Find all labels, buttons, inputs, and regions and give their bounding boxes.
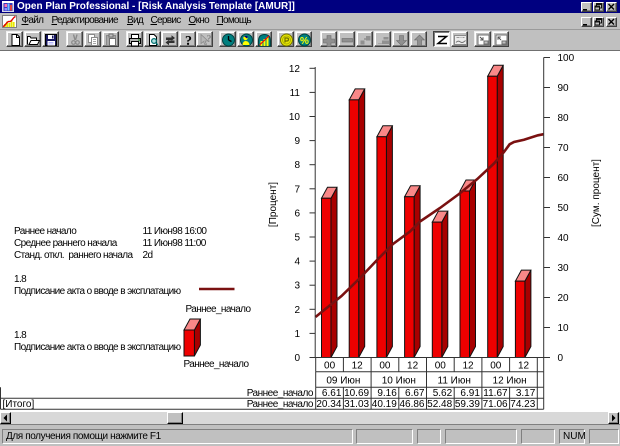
- svg-text:5.62: 5.62: [433, 388, 453, 399]
- svg-text:10 Июн: 10 Июн: [382, 375, 416, 386]
- svg-text:50: 50: [558, 203, 570, 214]
- svg-text:6.61: 6.61: [322, 388, 342, 399]
- svg-text:5: 5: [294, 233, 300, 244]
- svg-text:10: 10: [289, 112, 301, 123]
- svg-text:30: 30: [558, 263, 570, 274]
- svg-text:70: 70: [558, 143, 570, 154]
- svg-text:90: 90: [558, 83, 570, 94]
- svg-text:3: 3: [294, 281, 300, 292]
- svg-text:[Сум. процент]: [Сум. процент]: [591, 159, 602, 227]
- svg-text:00: 00: [435, 360, 447, 371]
- svg-text:46.86: 46.86: [399, 399, 424, 410]
- svg-text:4: 4: [294, 257, 300, 268]
- svg-text:7: 7: [294, 184, 300, 195]
- svg-text:10.69: 10.69: [344, 388, 369, 399]
- svg-text:9: 9: [294, 136, 300, 147]
- svg-text:3.17: 3.17: [516, 388, 536, 399]
- svg-text:40.19: 40.19: [372, 399, 397, 410]
- svg-text:?: ?: [207, 34, 212, 45]
- svg-text:11.67: 11.67: [483, 388, 508, 399]
- svg-text:6.91: 6.91: [460, 388, 480, 399]
- svg-text:12 Июн: 12 Июн: [493, 375, 527, 386]
- svg-text:%: %: [300, 36, 309, 47]
- svg-text:60: 60: [558, 173, 570, 184]
- svg-text:12: 12: [407, 360, 419, 371]
- svg-text:1: 1: [294, 329, 300, 340]
- svg-text:80: 80: [558, 113, 570, 124]
- svg-text:40: 40: [558, 233, 570, 244]
- svg-text:100: 100: [558, 53, 575, 64]
- svg-text:11: 11: [290, 88, 301, 99]
- svg-text:31.03: 31.03: [344, 399, 369, 410]
- svg-text:8: 8: [294, 160, 300, 171]
- svg-text:0: 0: [558, 353, 564, 364]
- svg-text:09 Июн: 09 Июн: [326, 375, 360, 386]
- svg-text:6.67: 6.67: [405, 388, 425, 399]
- svg-text:11 Июн: 11 Июн: [438, 375, 471, 386]
- svg-text:71.06: 71.06: [483, 399, 508, 410]
- svg-text:20.34: 20.34: [316, 399, 341, 410]
- svg-text:12: 12: [518, 360, 530, 371]
- svg-text:52.48: 52.48: [427, 399, 452, 410]
- svg-text:12: 12: [462, 360, 474, 371]
- svg-text:10: 10: [558, 323, 570, 334]
- svg-text:59.39: 59.39: [455, 399, 480, 410]
- svg-text:20: 20: [558, 293, 570, 304]
- svg-text:12: 12: [289, 64, 301, 75]
- svg-text:12: 12: [352, 360, 364, 371]
- svg-text:9.16: 9.16: [377, 388, 397, 399]
- svg-text:Раннее_начало: Раннее_начало: [247, 388, 314, 399]
- svg-text:?: ?: [185, 34, 192, 47]
- svg-text:6: 6: [294, 208, 300, 219]
- svg-text:[Процент]: [Процент]: [268, 182, 279, 227]
- svg-text:Раннее_начало: Раннее_начало: [247, 399, 314, 410]
- svg-text:0: 0: [294, 353, 300, 364]
- svg-text:2: 2: [294, 305, 300, 316]
- svg-text:[Итого]: [Итого]: [3, 399, 35, 410]
- svg-text:00: 00: [324, 360, 336, 371]
- svg-text:00: 00: [490, 360, 502, 371]
- svg-text:74.23: 74.23: [510, 399, 535, 410]
- svg-text:00: 00: [379, 360, 391, 371]
